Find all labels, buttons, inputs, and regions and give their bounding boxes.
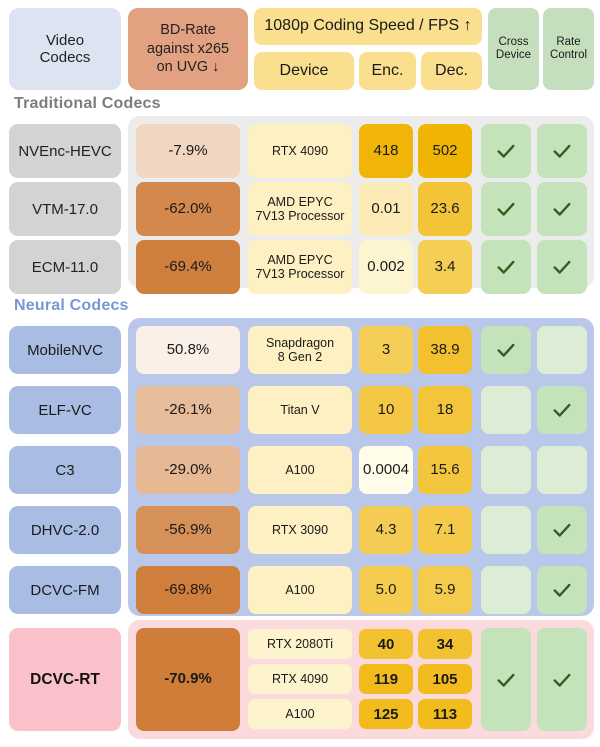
section-title-neural: Neural Codecs [14,297,129,314]
table-header: Video Codecs BD-Rate against x265 on UVG… [0,8,600,90]
header-cross-device-line1: Cross [498,35,529,48]
cell-rate-control-dcvc-fm [537,566,587,614]
cell-bdrate-elf-vc: -26.1% [136,386,240,434]
row-name-nvenc-hevc: NVEnc-HEVC [9,124,121,178]
row-name-label: DCVC-FM [30,581,100,599]
header-video-codecs-line1: Video [45,31,85,49]
cell-cross-device-dcvc-fm [481,566,531,614]
cell-dec-mobilenvc: 38.9 [418,326,472,374]
cell-rate-control-mobilenvc [537,326,587,374]
cell-dec-elf-vc: 18 [418,386,472,434]
row-name-vtm-17.0: VTM-17.0 [9,182,121,236]
header-video-codecs: Video Codecs [9,8,121,90]
row-name-mobilenvc: MobileNVC [9,326,121,374]
cell-dec-dhvc-2.0: 7.1 [418,506,472,554]
cell-device-dcvc-rt-0: RTX 2080Ti [248,629,352,659]
cell-cross-device-nvenc-hevc [481,124,531,178]
row-name-label: C3 [55,461,75,479]
cell-device-dcvc-rt-2: A100 [248,699,352,729]
header-bd-rate-line1: BD-Rate [160,21,216,38]
cell-enc-mobilenvc: 3 [359,326,413,374]
cell-device-elf-vc: Titan V [248,386,352,434]
cell-device-nvenc-hevc: RTX 4090 [248,124,352,178]
row-name-dhvc-2.0: DHVC-2.0 [9,506,121,554]
header-rate-control: Rate Control [543,8,594,90]
row-name-label: DHVC-2.0 [30,521,100,539]
header-cross-device: Cross Device [488,8,539,90]
cell-bdrate-ecm-11.0: -69.4% [136,240,240,294]
cell-device-mobilenvc: Snapdragon 8 Gen 2 [248,326,352,374]
cell-device-dcvc-rt-1: RTX 4090 [248,664,352,694]
cell-cross-device-mobilenvc [481,326,531,374]
cell-enc-c3: 0.0004 [359,446,413,494]
cell-cross-device-dhvc-2.0 [481,506,531,554]
cell-rate-control-c3 [537,446,587,494]
row-name-dcvc-rt: DCVC-RT [9,628,121,731]
row-name-c3: C3 [9,446,121,494]
cell-dec-dcvc-fm: 5.9 [418,566,472,614]
cell-bdrate-vtm-17.0: -62.0% [136,182,240,236]
cell-enc-dcvc-rt-2: 125 [359,699,413,729]
cell-enc-dcvc-rt-0: 40 [359,629,413,659]
cell-bdrate-mobilenvc: 50.8% [136,326,240,374]
row-name-dcvc-fm: DCVC-FM [9,566,121,614]
row-name-label: ELF-VC [38,401,92,419]
header-device: Device [254,52,354,90]
cell-cross-device-elf-vc [481,386,531,434]
cell-dec-vtm-17.0: 23.6 [418,182,472,236]
header-rate-control-line1: Rate [556,35,581,48]
cell-dec-dcvc-rt-0: 34 [418,629,472,659]
row-name-label: VTM-17.0 [32,200,98,218]
cell-rate-control-vtm-17.0 [537,182,587,236]
cell-cross-device-dcvc-rt [481,628,531,731]
cell-bdrate-dcvc-rt: -70.9% [136,628,240,731]
header-cross-device-line2: Device [495,49,532,61]
cell-dec-dcvc-rt-1: 105 [418,664,472,694]
cell-bdrate-dcvc-fm: -69.8% [136,566,240,614]
cell-device-dcvc-fm: A100 [248,566,352,614]
cell-dec-nvenc-hevc: 502 [418,124,472,178]
header-bd-rate-line3: on UVG ↓ [156,59,220,76]
cell-device-vtm-17.0: AMD EPYC 7V13 Processor [248,182,352,236]
row-name-ecm-11.0: ECM-11.0 [9,240,121,294]
cell-enc-dcvc-rt-1: 119 [359,664,413,694]
cell-rate-control-ecm-11.0 [537,240,587,294]
cell-bdrate-dhvc-2.0: -56.9% [136,506,240,554]
cell-device-ecm-11.0: AMD EPYC 7V13 Processor [248,240,352,294]
section-title-traditional: Traditional Codecs [14,95,161,112]
cell-cross-device-ecm-11.0 [481,240,531,294]
cell-rate-control-elf-vc [537,386,587,434]
header-bd-rate-line2: against x265 [146,40,230,57]
header-video-codecs-line2: Codecs [39,49,91,66]
cell-device-c3: A100 [248,446,352,494]
header-bd-rate: BD-Rate against x265 on UVG ↓ [128,8,248,90]
cell-device-dhvc-2.0: RTX 3090 [248,506,352,554]
cell-dec-c3: 15.6 [418,446,472,494]
cell-rate-control-dhvc-2.0 [537,506,587,554]
row-name-label: DCVC-RT [30,670,100,688]
cell-enc-elf-vc: 10 [359,386,413,434]
header-coding-speed: 1080p Coding Speed / FPS ↑ [254,8,482,45]
header-enc: Enc. [359,52,416,90]
row-name-label: ECM-11.0 [31,258,99,276]
row-name-label: MobileNVC [27,341,103,359]
row-name-elf-vc: ELF-VC [9,386,121,434]
cell-dec-dcvc-rt-2: 113 [418,699,472,729]
cell-enc-nvenc-hevc: 418 [359,124,413,178]
cell-dec-ecm-11.0: 3.4 [418,240,472,294]
cell-enc-ecm-11.0: 0.002 [359,240,413,294]
cell-bdrate-nvenc-hevc: -7.9% [136,124,240,178]
cell-cross-device-c3 [481,446,531,494]
header-dec: Dec. [421,52,482,90]
cell-rate-control-dcvc-rt [537,628,587,731]
row-name-label: NVEnc-HEVC [18,142,112,160]
cell-bdrate-c3: -29.0% [136,446,240,494]
header-rate-control-line2: Control [549,49,588,61]
cell-enc-vtm-17.0: 0.01 [359,182,413,236]
cell-cross-device-vtm-17.0 [481,182,531,236]
cell-enc-dcvc-fm: 5.0 [359,566,413,614]
cell-enc-dhvc-2.0: 4.3 [359,506,413,554]
cell-rate-control-nvenc-hevc [537,124,587,178]
